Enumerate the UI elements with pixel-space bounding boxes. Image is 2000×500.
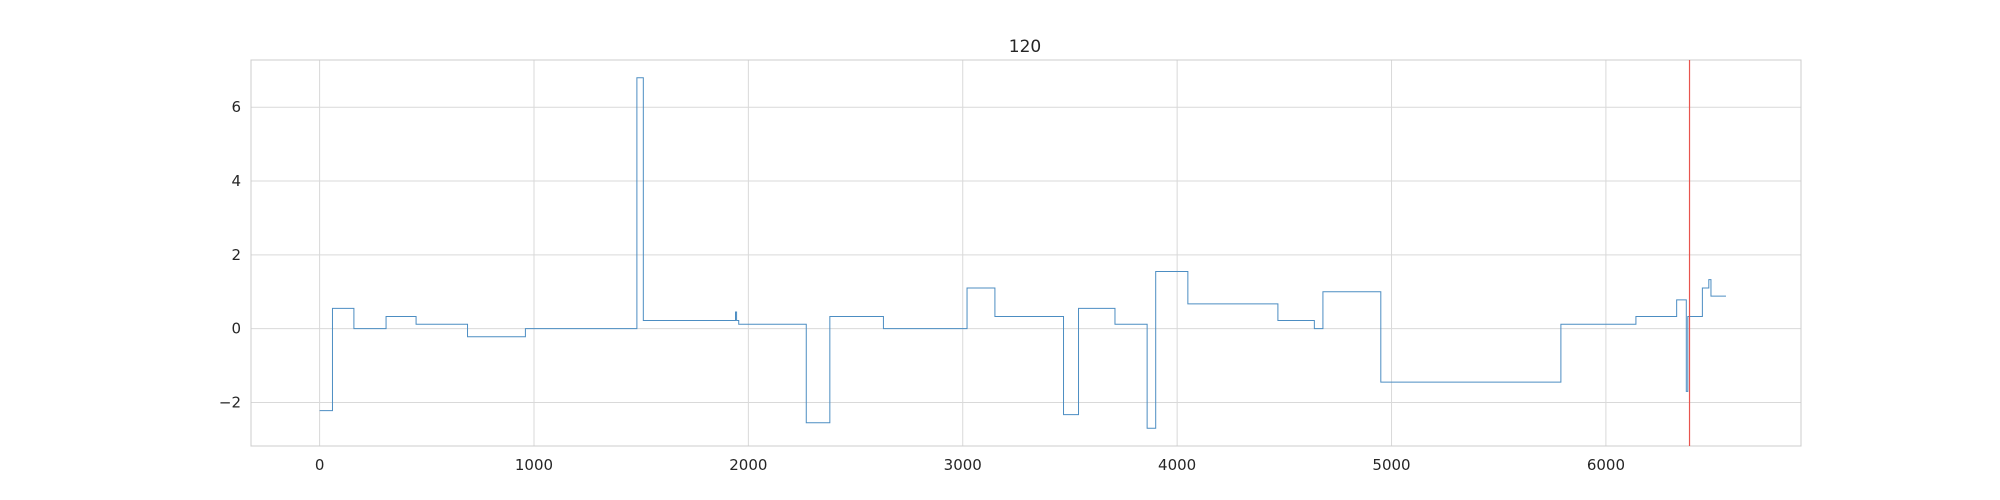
y-tick-label: 2 bbox=[231, 246, 241, 264]
grid bbox=[251, 60, 1801, 446]
axes-frame bbox=[250, 59, 1802, 447]
y-tick-label: 4 bbox=[231, 172, 241, 190]
y-tick-label: −2 bbox=[219, 393, 241, 411]
plot-area-border bbox=[250, 59, 1802, 447]
x-tick-label: 2000 bbox=[729, 456, 767, 474]
y-axis-ticks: −2 0 2 4 6 bbox=[219, 98, 241, 411]
x-tick-label: 1000 bbox=[515, 456, 553, 474]
series-line bbox=[319, 77, 1726, 429]
series-layer bbox=[319, 77, 1726, 429]
x-tick-label: 4000 bbox=[1158, 456, 1196, 474]
y-tick-label: 0 bbox=[231, 320, 241, 338]
x-axis-ticks: 0 1000 2000 3000 4000 5000 6000 bbox=[315, 456, 1625, 474]
x-tick-label: 5000 bbox=[1372, 456, 1410, 474]
x-tick-label: 0 bbox=[315, 456, 325, 474]
y-tick-label: 6 bbox=[231, 98, 241, 116]
x-tick-label: 3000 bbox=[944, 456, 982, 474]
chart-title: 120 bbox=[1009, 37, 1041, 57]
x-tick-label: 6000 bbox=[1587, 456, 1625, 474]
